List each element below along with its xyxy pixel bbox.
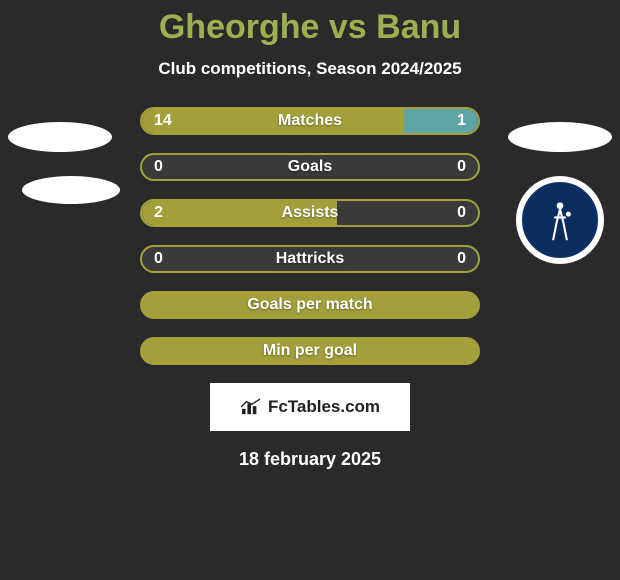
comparison-card: Gheorghe vs Banu Club competitions, Seas… [0, 0, 620, 470]
stat-right-value: 1 [457, 112, 466, 130]
date-text: 18 february 2025 [0, 449, 620, 470]
stat-bar: Min per goal [140, 337, 480, 365]
stat-label: Goals per match [142, 296, 478, 314]
stat-bar: Goals per match [140, 291, 480, 319]
page-title: Gheorghe vs Banu [0, 8, 620, 47]
subtitle: Club competitions, Season 2024/2025 [0, 59, 620, 79]
stat-right-value: 0 [457, 158, 466, 176]
stat-bar: 0 Hattricks 0 [140, 245, 480, 273]
stat-bar: 0 Goals 0 [140, 153, 480, 181]
stat-right-value: 0 [457, 250, 466, 268]
stat-bar: 2 Assists 0 [140, 199, 480, 227]
stat-label: Goals [142, 158, 478, 176]
stat-label: Hattricks [142, 250, 478, 268]
player-right-avatar [508, 122, 612, 152]
chart-icon [240, 398, 262, 416]
player-left-avatar [8, 122, 112, 152]
club-badge-icon [520, 180, 600, 260]
brand-badge[interactable]: FcTables.com [210, 383, 410, 431]
player-left-club-placeholder [22, 176, 120, 204]
stat-label: Assists [142, 204, 478, 222]
brand-text: FcTables.com [268, 397, 380, 417]
stat-bar: 14 Matches 1 [140, 107, 480, 135]
stat-label: Matches [142, 112, 478, 130]
stats-bars: 14 Matches 1 0 Goals 0 2 Assists 0 0 Hat… [140, 107, 480, 365]
player-right-club-badge [516, 176, 604, 264]
stat-right-value: 0 [457, 204, 466, 222]
stat-label: Min per goal [142, 342, 478, 360]
